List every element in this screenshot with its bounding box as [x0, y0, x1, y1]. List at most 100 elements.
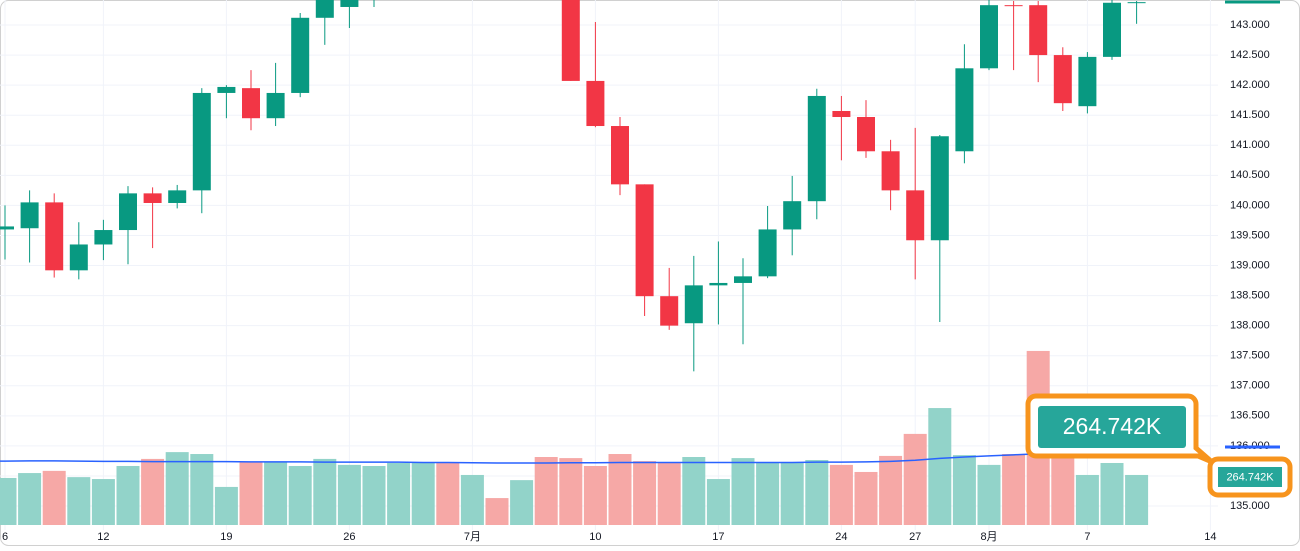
volume-bar — [706, 479, 730, 525]
volume-bar — [0, 477, 17, 525]
grid — [0, 0, 1218, 530]
volume-bar — [731, 458, 755, 525]
x-tick-label: 26 — [343, 531, 355, 543]
volume-bar — [436, 462, 460, 525]
volume-bar — [313, 458, 337, 525]
candle-body — [832, 110, 851, 118]
volume-bar — [977, 464, 1001, 525]
volume-bar — [214, 486, 238, 525]
x-tick-label: 12 — [97, 531, 109, 543]
volume-bar — [42, 470, 66, 525]
y-tick-label: 138.500 — [1230, 289, 1270, 301]
candle-body — [930, 136, 949, 241]
volume-bar — [116, 465, 140, 525]
volume-bar — [67, 477, 91, 525]
candle-body — [45, 202, 64, 271]
candle-body — [1078, 56, 1097, 107]
candle-body — [1029, 5, 1048, 56]
volume-bar — [510, 480, 534, 525]
candle-body — [1004, 5, 1023, 7]
volume-bar — [903, 433, 927, 525]
volume-bar — [583, 465, 607, 525]
x-tick-label: 17 — [712, 531, 724, 543]
y-tick-label: 137.000 — [1230, 380, 1270, 392]
volume-pane — [0, 350, 1149, 525]
candle-body — [69, 244, 88, 271]
y-tick-label: 138.000 — [1230, 320, 1270, 332]
volume-bar — [1100, 462, 1124, 525]
volume-bar — [18, 473, 42, 525]
volume-bar — [928, 408, 952, 525]
y-tick-label: 137.500 — [1230, 350, 1270, 362]
volume-bar — [559, 458, 583, 525]
x-tick-label: 6 — [2, 531, 8, 543]
candle-body — [807, 95, 826, 202]
callout-label-box — [1038, 406, 1186, 448]
volume-bar — [1125, 474, 1149, 525]
volume-bar — [534, 457, 558, 525]
volume-bar — [879, 455, 903, 525]
candle-body — [906, 190, 925, 241]
volume-bar — [1075, 474, 1099, 525]
volume-bar — [657, 462, 681, 525]
candle-body — [783, 201, 802, 230]
volume-bar — [805, 460, 829, 525]
volume-bar — [485, 498, 509, 525]
price-pane — [0, 0, 1146, 372]
volume-bar — [165, 452, 189, 525]
candle-body — [660, 296, 679, 326]
candle-body — [586, 80, 605, 127]
candle-body — [611, 126, 629, 185]
volume-bar — [633, 461, 657, 525]
x-tick-label: 10 — [589, 531, 601, 543]
candle-body — [20, 202, 39, 229]
axis-value-label: 264.742K — [1226, 471, 1274, 483]
candle-body — [1053, 55, 1072, 104]
y-tick-label: 135.000 — [1230, 500, 1270, 512]
candle-body — [684, 285, 703, 324]
callout-label: 264.742K — [1063, 413, 1162, 439]
y-tick-label: 142.500 — [1230, 49, 1270, 61]
volume-bar — [387, 462, 411, 525]
y-tick-label: 140.500 — [1230, 169, 1270, 181]
candle-body — [758, 229, 777, 277]
volume-bar — [756, 462, 780, 525]
candle-body — [242, 88, 260, 119]
volume-bar — [854, 471, 878, 525]
ma-pane — [0, 452, 1137, 464]
y-tick-label: 139.500 — [1230, 229, 1270, 241]
volume-bar — [141, 458, 165, 525]
ma-line — [0, 452, 1137, 464]
y-tick-label: 143.000 — [1230, 19, 1270, 31]
x-tick-label: 24 — [835, 531, 847, 543]
volume-bar — [411, 462, 435, 525]
candle-body — [291, 17, 310, 93]
candle-body — [561, 0, 580, 81]
candle-body — [143, 193, 162, 203]
candle-body — [635, 184, 654, 297]
y-tick-label: 139.000 — [1230, 259, 1270, 271]
volume-bar — [337, 464, 361, 525]
candle-body — [119, 193, 137, 231]
candle-body — [709, 282, 728, 286]
y-tick-label: 141.500 — [1230, 109, 1270, 121]
candle-body — [1103, 2, 1121, 57]
x-tick-label: 19 — [220, 531, 232, 543]
axis-label-box — [1218, 467, 1282, 487]
callout: 264.742K 264.742K — [1025, 393, 1293, 498]
volume-bar — [829, 464, 853, 525]
y-tick-label: 136.500 — [1230, 410, 1270, 422]
x-tick-label: 8月 — [980, 531, 997, 543]
candle-body — [94, 230, 113, 245]
volume-bar — [239, 461, 263, 525]
volume-bar — [264, 461, 288, 525]
candle-body — [980, 5, 998, 69]
candle-body — [340, 0, 359, 7]
x-tick-label: 7月 — [464, 531, 481, 543]
candle-body — [168, 190, 187, 203]
volume-bar — [1051, 458, 1075, 525]
volume-bar — [288, 465, 312, 525]
candle-body — [315, 0, 334, 18]
volume-bar — [460, 474, 484, 525]
